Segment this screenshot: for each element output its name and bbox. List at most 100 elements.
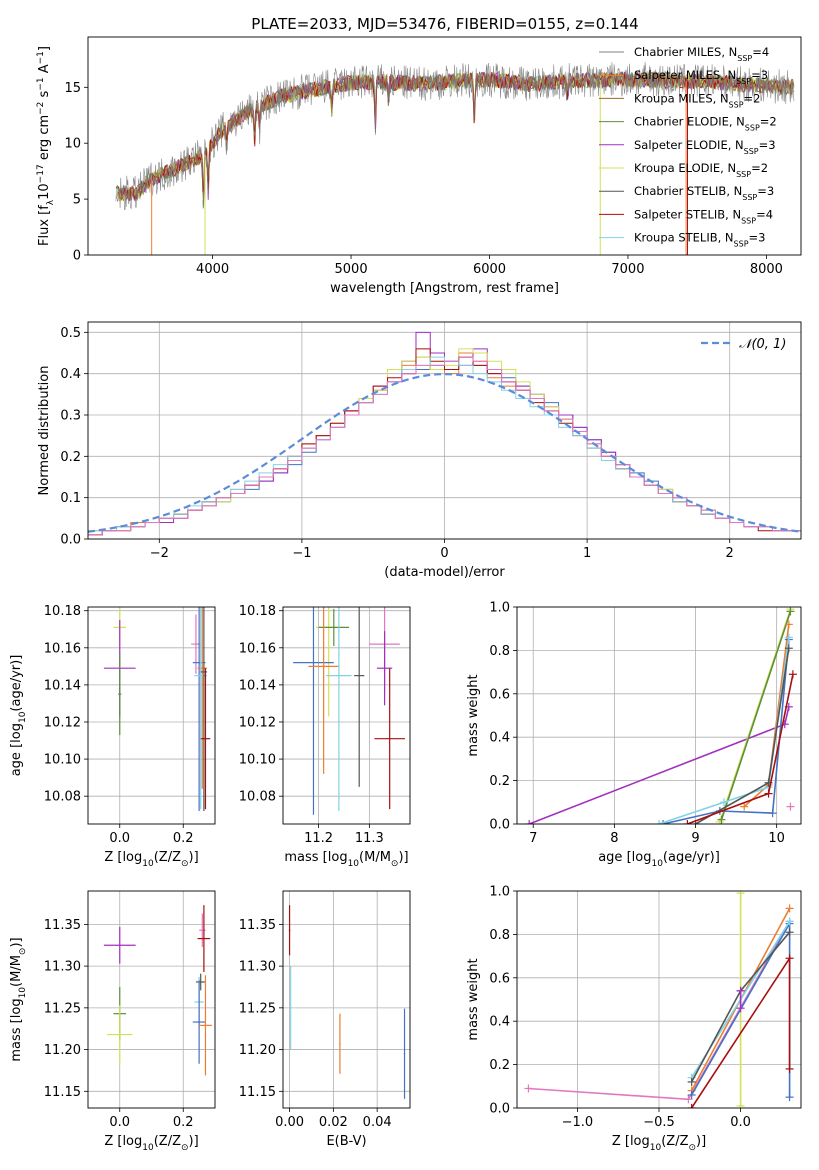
legend-entry: Chabrier STELIB, NSSP=3 <box>634 184 774 202</box>
y-tick-label: 0.1 <box>60 491 81 506</box>
data-point <box>199 981 202 983</box>
label-part: Z [ <box>612 1134 630 1149</box>
label-part: λ <box>46 199 56 205</box>
label-part: mass [ <box>9 1018 24 1061</box>
x-tick-label: 10 <box>768 831 785 846</box>
plot-spectrum: 4000 5000 6000 7000 8000 0 5 10 15 wavelength [An… <box>36 36 802 296</box>
y-tick-label: 10.10 <box>44 753 81 768</box>
axes-frame <box>87 36 802 256</box>
x-axis-label: age [log10(age/yr)] <box>598 850 720 869</box>
weight-line <box>528 706 790 824</box>
axes-frame <box>87 890 216 1109</box>
y-tick-label: 0.4 <box>489 731 510 746</box>
data-point <box>204 1024 207 1027</box>
y-tick-label: 11.25 <box>44 1001 81 1016</box>
plot-residual-histogram: −2 −1 0 1 2 0.0 0.1 0.2 0.3 0.4 0.5 (data-model)/er… <box>37 321 802 580</box>
legend-sub: SSP <box>741 216 756 225</box>
grid <box>88 891 215 1108</box>
y-tick-label: 10.14 <box>44 678 81 693</box>
legend-text: =4 <box>752 45 769 59</box>
label-part: 10 <box>142 859 154 869</box>
axes-frame <box>282 890 411 1109</box>
label-part: age [ <box>598 850 631 865</box>
y-tick-label: 0.0 <box>489 1102 510 1117</box>
y-tick-label: 10.12 <box>239 715 276 730</box>
data-point <box>333 626 335 629</box>
x-tick-label: 1 <box>583 546 591 561</box>
legend-entry: Salpeter MILES, NSSP=3 <box>634 68 768 86</box>
legend-entry: Kroupa MILES, NSSP=2 <box>634 91 760 109</box>
weight-line <box>687 674 794 824</box>
y-tick-label: 11.15 <box>239 1085 276 1100</box>
x-tick-label: 6000 <box>473 262 506 277</box>
y-tick-label: 10 <box>64 137 81 152</box>
data-point <box>201 929 204 932</box>
y-tick-label: 11.35 <box>44 918 81 933</box>
data-point <box>203 671 205 673</box>
label-part: ⊙ <box>181 1143 189 1153</box>
legend-entry: 𝒩(0, 1) <box>739 337 786 352</box>
plot-area <box>524 891 794 1108</box>
normal-curve <box>88 372 801 533</box>
data-point <box>203 937 205 940</box>
axes-frame <box>282 606 411 825</box>
x-tick-label: −2 <box>150 546 169 561</box>
data-point <box>198 1021 200 1023</box>
weight-line <box>662 639 790 824</box>
legend-text: Chabrier MILES, N <box>634 45 737 59</box>
legend-sub: SSP <box>734 239 749 248</box>
x-axis-label: E(B-V) <box>326 1134 366 1149</box>
legend-text: =2 <box>751 161 768 175</box>
label-part: Normed distribution <box>37 366 52 496</box>
y-tick-label: 1.0 <box>489 885 510 900</box>
legend-entry: Kroupa ELODIE, NSSP=2 <box>634 161 768 179</box>
label-part: log <box>9 998 24 1018</box>
label-part: s <box>37 90 52 101</box>
legend-text: Salpeter MILES, N <box>634 68 736 82</box>
spectrum-line <box>118 62 795 211</box>
data-point <box>204 737 207 740</box>
x-axis-label: Z [log10(Z/Z⊙)] <box>104 1134 198 1153</box>
y-tick-label: 0 <box>73 249 81 264</box>
x-tick-label: 0.0 <box>109 1115 130 1130</box>
legend-text: =4 <box>756 207 773 221</box>
label-part: 10 <box>348 859 360 869</box>
label-part: (M/M <box>9 955 24 987</box>
plot-area <box>525 607 797 824</box>
y-tick-label: 11.20 <box>44 1043 81 1058</box>
legend-entry: Chabrier MILES, NSSP=4 <box>634 45 769 63</box>
y-axis-label: mass weight <box>466 674 481 756</box>
y-tick-label: 0.2 <box>489 1058 510 1073</box>
label-part: 10 <box>18 711 28 723</box>
y-tick-label: 10.16 <box>239 641 276 656</box>
legend-text: Salpeter STELIB, N <box>634 207 741 221</box>
y-tick-label: 1.0 <box>489 601 510 616</box>
y-tick-label: 10.12 <box>44 715 81 730</box>
label-part: age [ <box>9 743 24 776</box>
histogram-step <box>88 356 801 536</box>
data-point <box>388 737 391 740</box>
data-point <box>338 674 340 677</box>
label-part: E(B-V) <box>326 1134 366 1149</box>
legend-sub: SSP <box>737 54 752 63</box>
y-tick-label: 10.18 <box>44 604 81 619</box>
axes-frame <box>516 890 802 1109</box>
label-part: log <box>632 850 652 865</box>
y-tick-label: 0.6 <box>489 971 510 986</box>
label-part: Z [ <box>104 1134 122 1149</box>
x-tick-label: 2 <box>726 546 734 561</box>
y-tick-label: 0.4 <box>489 1015 510 1030</box>
legend-sub: SSP <box>745 123 760 132</box>
label-part: (Z/Z <box>154 1134 181 1149</box>
label-part: (age/yr)] <box>663 850 720 865</box>
label-part: wavelength [Angstrom, rest frame] <box>330 281 559 296</box>
label-part: (Z/Z <box>154 850 181 865</box>
label-part: −1 <box>36 51 46 64</box>
data-point <box>118 693 121 695</box>
legend-entry: Salpeter STELIB, NSSP=4 <box>634 207 773 225</box>
label-part: )] <box>189 850 199 865</box>
data-point <box>358 674 361 677</box>
x-tick-label: 9 <box>691 831 699 846</box>
